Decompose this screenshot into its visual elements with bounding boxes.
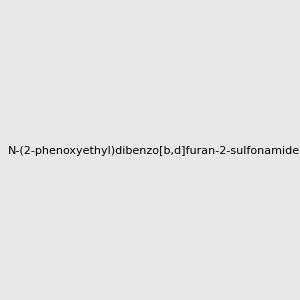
Text: N-(2-phenoxyethyl)dibenzo[b,d]furan-2-sulfonamide: N-(2-phenoxyethyl)dibenzo[b,d]furan-2-su…: [8, 146, 300, 157]
